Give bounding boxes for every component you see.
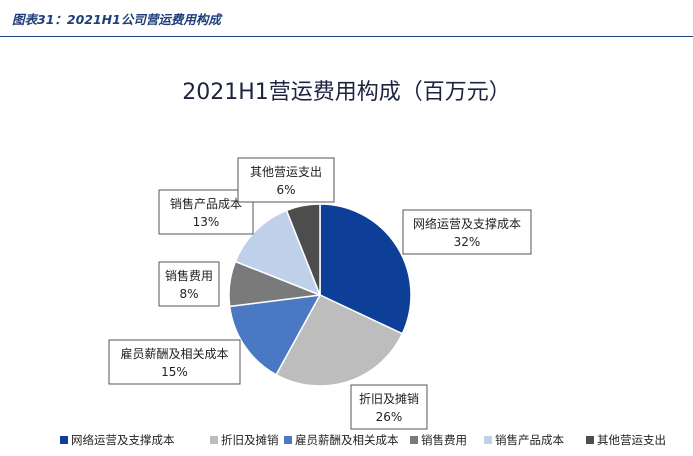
legend-label: 其他营运支出 [597,433,666,447]
legend-swatch [210,436,218,444]
callout-label: 网络运营及支撑成本 [413,216,521,231]
callout-percent: 15% [161,365,188,379]
callout-percent: 32% [454,235,481,249]
callout-box [237,157,335,203]
legend-swatch [484,436,492,444]
legend-swatch [410,436,418,444]
callout-label: 雇员薪酬及相关成本 [120,346,228,361]
callout-slice-5: 销售产品成本 13% [158,189,254,235]
pie-slice-1 [319,203,412,335]
callout-percent: 13% [193,215,220,229]
callout-percent: 8% [179,287,198,301]
legend-swatch [586,436,594,444]
callout-box [108,339,241,385]
legend-label: 雇员薪酬及相关成本 [295,433,399,447]
callout-label: 销售费用 [165,268,213,283]
legend-swatch [60,436,68,444]
callout-slice-2: 折旧及摊销 26% [350,384,428,430]
callout-percent: 26% [376,410,403,424]
figure-header: 图表31：2021H1公司营运费用构成 [0,0,693,37]
chart-title: 2021H1营运费用构成（百万元） [182,80,511,105]
callout-percent: 6% [276,183,295,197]
pie-slice-6 [285,203,321,296]
callout-label: 折旧及摊销 [359,391,419,406]
callout-slice-3: 雇员薪酬及相关成本 15% [108,339,241,385]
callout-box [158,261,220,307]
callout-label: 销售产品成本 [170,196,242,211]
pie-slice-5 [234,209,322,297]
legend-label: 折旧及摊销 [221,433,279,447]
legend: 网络运营及支撑成本 折旧及摊销 雇员薪酬及相关成本 销售费用 销售产品成本 其他营运支出 [60,433,666,447]
legend-swatch [284,436,292,444]
callout-box [350,384,428,430]
legend-label: 网络运营及支撑成本 [71,433,175,447]
callout-box [158,189,254,235]
callout-slice-4: 销售费用 8% [158,261,220,307]
pie-slice-3 [228,294,322,376]
callout-slice-6: 其他营运支出 6% [237,157,335,203]
legend-label: 销售费用 [421,433,467,447]
callout-slice-1: 网络运营及支撑成本 32% [402,209,532,255]
callout-label: 其他营运支出 [250,165,322,179]
legend-label: 销售产品成本 [495,433,564,447]
figure-caption: 图表31：2021H1公司营运费用构成 [12,12,221,27]
callout-box [402,209,532,255]
